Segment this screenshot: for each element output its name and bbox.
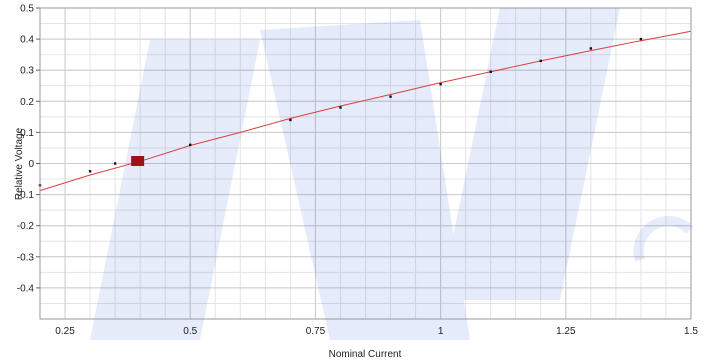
x-tick-label: 0.5: [183, 326, 197, 337]
y-tick-label: 0.3: [20, 66, 34, 77]
data-point: [489, 70, 492, 73]
watermark-arc: [633, 216, 694, 262]
y-tick-label: -0.3: [17, 252, 35, 263]
x-tick-label: 1.25: [556, 326, 576, 337]
watermark-stroke-left: [90, 40, 260, 340]
watermark-stroke-right: [440, 8, 620, 300]
y-tick-label: -0.4: [17, 283, 35, 294]
data-point: [289, 118, 292, 122]
y-tick-label: 0.4: [20, 35, 34, 46]
data-point: [389, 95, 392, 98]
y-tick-label: -0.1: [17, 190, 35, 201]
data-point: [539, 59, 542, 63]
data-point: [88, 170, 92, 173]
x-axis-ticks: 0.25 0.5 0.75 1 1.25 1.5: [55, 326, 698, 337]
points-layer: [38, 37, 643, 187]
fit-line: [39, 30, 692, 192]
data-point: [439, 82, 442, 86]
y-tick-label: 0.1: [20, 128, 34, 139]
watermark-stroke-center: [260, 20, 470, 340]
fit-line-layer: [39, 30, 692, 192]
y-tick-label: 0.5: [20, 4, 34, 15]
data-point: [639, 37, 643, 41]
y-tick-label: -0.2: [17, 221, 35, 232]
highlight-layer: [131, 156, 145, 167]
data-point: [589, 47, 593, 50]
y-axis-ticks: 0.5 0.4 0.3 0.2 0.1 0 -0.1 -0.2 -0.3 -0.4: [17, 4, 40, 294]
watermark: [90, 8, 694, 340]
y-tick-label: 0.2: [20, 97, 34, 108]
data-point: [339, 106, 342, 109]
x-tick-label: 0.25: [55, 326, 75, 337]
y-tick-label: 0: [28, 159, 34, 170]
data-point: [189, 143, 192, 147]
y-axis-title: Relative Voltage: [14, 127, 25, 200]
data-point: [113, 162, 117, 165]
x-tick-label: 1: [438, 326, 444, 337]
highlight-point[interactable]: [131, 156, 145, 167]
x-tick-label: 1.5: [684, 326, 698, 337]
x-tick-label: 0.75: [306, 326, 326, 337]
x-axis-title: Nominal Current: [329, 349, 402, 360]
grid-major: [40, 7, 692, 319]
